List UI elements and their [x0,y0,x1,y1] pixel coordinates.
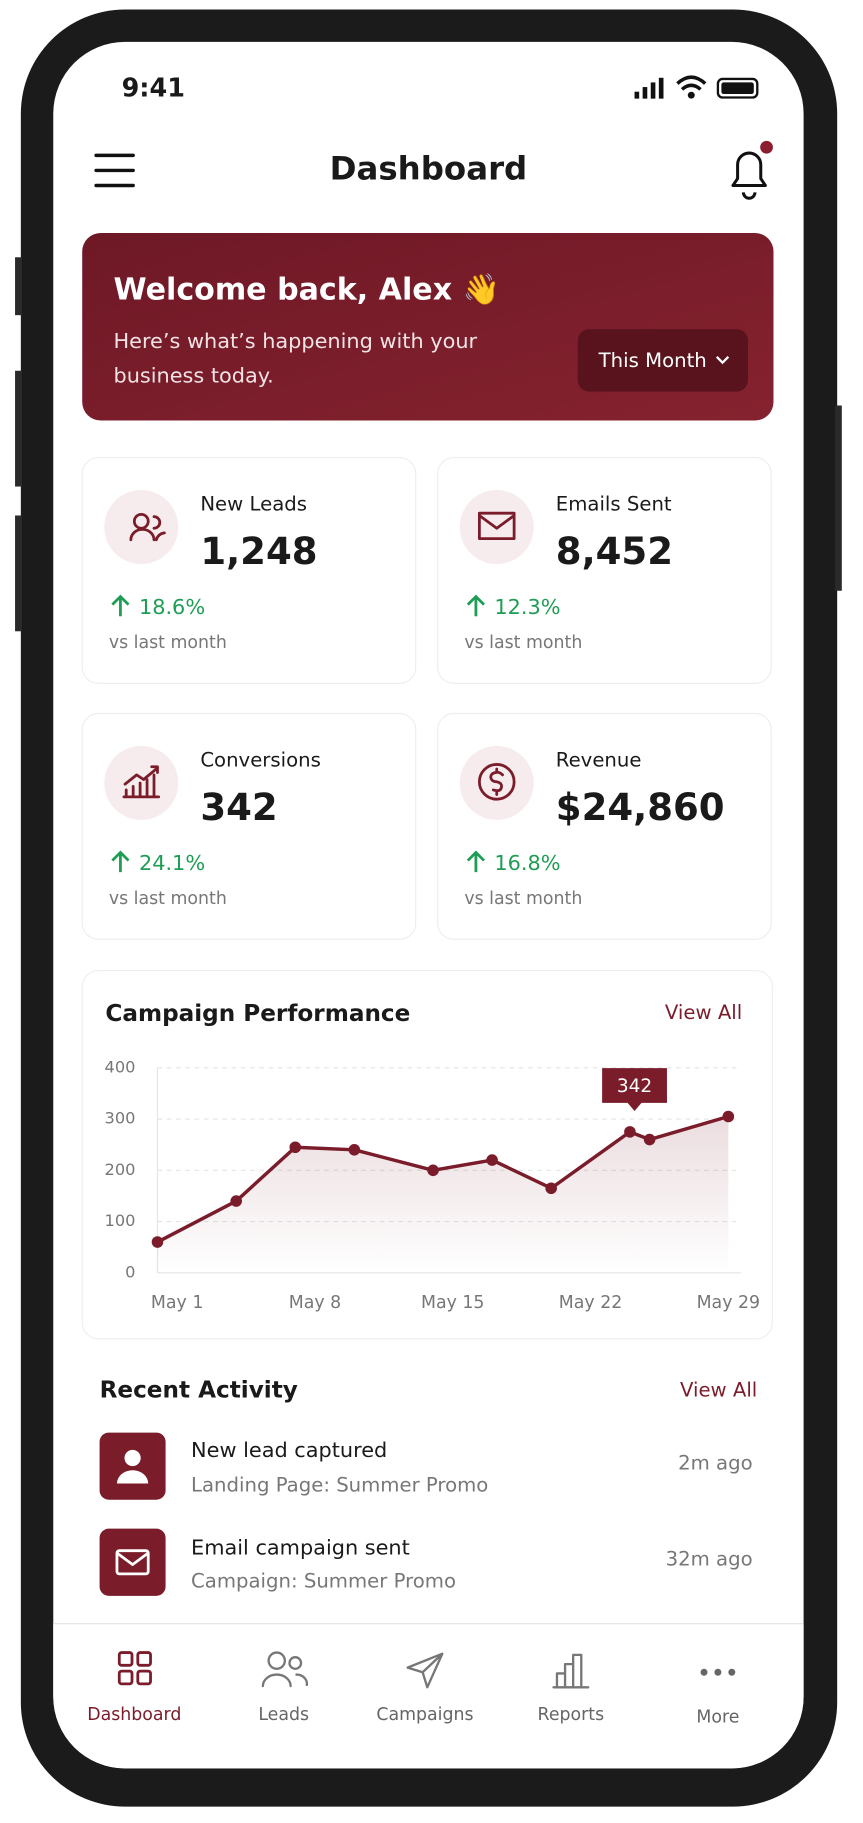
y-tick-label: 200 [105,1160,136,1179]
tab-icon [117,1651,152,1686]
status-time: 9:41 [122,73,185,103]
view-all-link[interactable]: View All [680,1378,757,1401]
x-tick-label: May 15 [421,1293,485,1313]
tab-icon [552,1653,590,1689]
stat-note: vs last month [464,889,582,909]
stat-value: 342 [200,786,277,829]
data-point [289,1141,302,1154]
stat-change: 24.1% [139,851,205,875]
data-point [722,1110,735,1123]
line-area [157,1116,729,1273]
tab-label[interactable]: Reports [538,1705,605,1725]
data-point [151,1236,164,1248]
tab-label[interactable]: Dashboard [87,1705,181,1725]
side-button [15,370,23,487]
tab-icon [406,1652,444,1689]
data-point [486,1154,498,1166]
data-point [643,1133,656,1146]
stat-card: New Leads 1,248 18.6% vs last month [81,457,417,684]
stat-change: 18.6% [139,595,205,619]
welcome-banner [82,232,774,421]
x-tick-label: May 8 [289,1293,341,1313]
person-icon [116,1449,149,1484]
stat-icon [122,765,161,799]
tab-bar [53,1623,804,1769]
stat-label: New Leads [200,493,307,516]
notification-button[interactable] [731,140,773,200]
activity-icon [99,1528,166,1596]
stat-label: Revenue [556,748,642,771]
tab-label[interactable]: Campaigns [376,1705,473,1725]
header-title: Dashboard [330,149,528,187]
up-arrow [111,594,130,617]
activity-item-title: Email campaign sent [191,1535,410,1559]
y-tick-label: 100 [105,1211,136,1230]
welcome-subtitle: Here’s what’s happening with your [113,329,477,353]
period-dropdown[interactable]: This Month [577,329,749,392]
stat-icon [129,512,166,542]
data-point [427,1164,439,1177]
activity-item-title: New lead captured [191,1438,387,1462]
tab-label[interactable]: More [696,1707,739,1727]
x-tick-label: May 29 [697,1293,761,1313]
stat-value: $24,860 [556,786,725,829]
line [156,1114,729,1244]
stat-label: Conversions [200,748,321,771]
y-tick-label: 400 [105,1057,136,1076]
data-point [348,1144,361,1156]
stat-card: Conversions 342 24.1% vs last month [81,712,417,940]
stat-note: vs last month [464,633,582,653]
up-arrow [466,594,485,617]
stat-card: Emails Sent 8,452 12.3% vs last month [437,457,772,684]
tab-icon [261,1651,309,1688]
stat-icon [477,763,516,801]
activity-item-time: 32m ago [666,1547,753,1570]
up-arrow [466,850,485,873]
data-point [545,1182,557,1195]
stat-value: 8,452 [556,530,673,573]
x-tick-label: May 22 [559,1293,623,1313]
period-label: This Month [598,349,707,372]
tab-icon [700,1668,736,1676]
stat-note: vs last month [109,633,227,653]
stat-change: 12.3% [494,595,560,619]
y-tick-label: 0 [125,1262,135,1281]
stat-icon [477,511,516,541]
welcome-subtitle: business today. [113,364,273,388]
y-tick-label: 300 [105,1109,136,1128]
activity-item-subtitle: Landing Page: Summer Promo [191,1473,488,1496]
campaign-title: Campaign Performance [105,1001,410,1027]
up-arrow [111,850,130,873]
stat-change: 16.8% [494,851,560,875]
activity-item-time: 2m ago [678,1451,753,1474]
status-icons [634,75,759,99]
stat-card: Revenue $24,860 16.8% vs last month [437,712,772,940]
stat-note: vs last month [109,889,227,909]
welcome-title: Welcome back, Alex 👋 [113,272,500,307]
stat-value: 1,248 [200,530,317,573]
activity-item-subtitle: Campaign: Summer Promo [191,1569,456,1592]
tooltip [602,1068,667,1112]
mail-icon [115,1549,150,1576]
menu-button[interactable] [94,153,135,188]
side-button [834,405,842,591]
view-all-link[interactable]: View All [665,1001,742,1024]
x-tick-label: May 1 [151,1293,203,1313]
stat-label: Emails Sent [556,493,672,516]
activity-title: Recent Activity [100,1377,298,1403]
tab-label[interactable]: Leads [258,1705,309,1725]
tooltip-label: 342 [617,1076,652,1097]
side-button [15,515,23,632]
data-point [230,1195,243,1207]
data-point [624,1126,636,1138]
side-button [15,257,23,316]
